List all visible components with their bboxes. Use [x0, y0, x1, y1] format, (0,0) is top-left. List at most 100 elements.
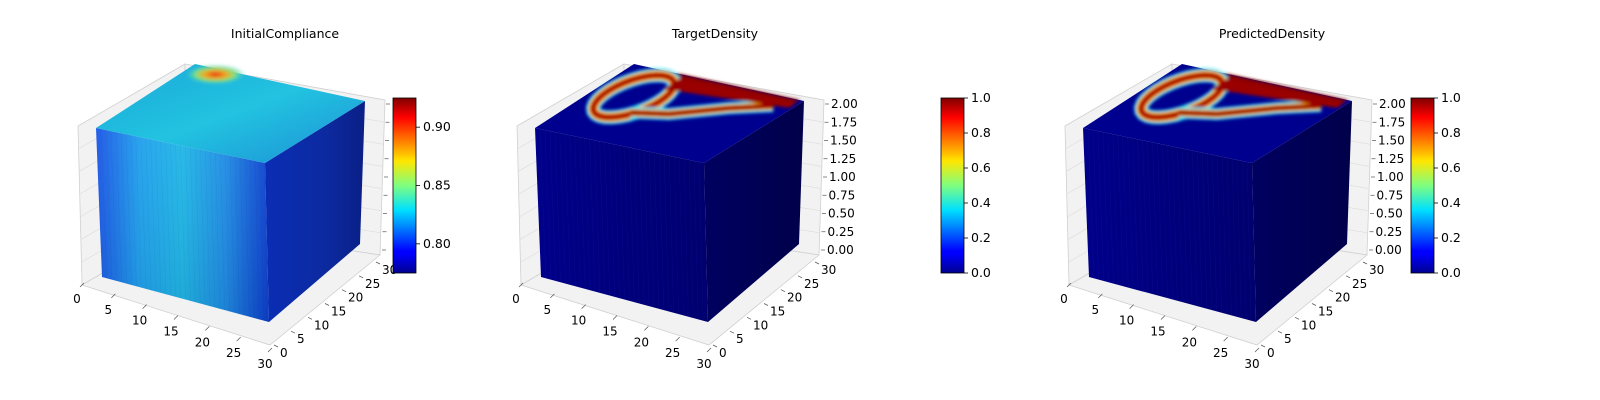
x-tick-mark — [644, 326, 649, 331]
x-tick-mark — [79, 282, 85, 288]
x-tick-mark — [236, 336, 241, 342]
voxel-edge — [1157, 143, 1163, 297]
y-tick-mark — [1294, 317, 1300, 320]
y-tick-label: 5 — [1284, 332, 1292, 346]
y-tick-mark — [780, 289, 786, 292]
x-tick-label: 15 — [602, 325, 617, 339]
voxel-edge — [619, 145, 625, 300]
colorbar: 0.0 0.2 0.4 0.6 0.8 1.0 — [1410, 90, 1461, 280]
x-tick-mark — [612, 315, 618, 320]
colorbar-tick-label: 0.90 — [423, 119, 451, 134]
chart-panel-3: PredictedDensity051015202530051015202530… — [1060, 26, 1461, 371]
z-tick-label: 1.25 — [1378, 152, 1405, 166]
y-tick-mark — [375, 261, 381, 265]
voxel-edge — [554, 132, 561, 283]
hot-spot — [185, 64, 246, 85]
y-tick-mark — [358, 275, 364, 279]
voxel-edge — [564, 134, 571, 285]
x-tick-mark — [173, 315, 179, 320]
voxel-edge — [1147, 141, 1154, 295]
x-tick-mark — [550, 293, 555, 299]
voxel-edge — [604, 142, 611, 296]
y-tick-mark — [797, 275, 803, 279]
x-tick-mark — [1192, 326, 1197, 331]
colorbar-tick-label: 0.85 — [423, 178, 451, 193]
y-tick-mark — [324, 303, 330, 306]
voxel-edge — [609, 143, 615, 297]
y-tick-mark — [729, 330, 735, 334]
voxel-edge — [1226, 157, 1232, 316]
chart-title: TargetDensity — [671, 26, 759, 41]
voxel-cube — [535, 64, 804, 322]
colorbar-tick-label: 0.0 — [1441, 265, 1461, 280]
chart-title: PredictedDensity — [1219, 26, 1326, 41]
y-tick-mark — [1260, 344, 1266, 348]
x-tick-label: 20 — [1182, 335, 1197, 349]
x-tick-mark — [142, 304, 147, 309]
voxel-edge — [693, 160, 699, 320]
x-axis: 0 5 10 15 20 25 30 — [1060, 282, 1260, 371]
voxel-edge — [584, 138, 591, 291]
arm — [630, 103, 774, 117]
y-tick-mark — [1362, 261, 1368, 265]
z-tick-label: 2.00 — [831, 97, 858, 111]
cube-top-face — [96, 64, 365, 163]
y-tick-mark — [814, 261, 820, 265]
cube-side-face — [704, 101, 804, 322]
x-tick-mark — [267, 347, 273, 353]
voxel-edge — [663, 154, 669, 312]
voxel-edge — [579, 137, 586, 289]
x-tick-mark — [111, 293, 116, 299]
voxel-edge — [549, 131, 556, 281]
z-axis — [382, 103, 390, 251]
back-fill — [1211, 78, 1344, 108]
voxel-edge — [1092, 130, 1100, 280]
voxel-edge — [668, 155, 674, 313]
loop-ring — [590, 72, 678, 121]
z-tick-label: 1.50 — [1378, 134, 1405, 148]
arm — [1178, 103, 1322, 117]
voxel-edge — [683, 158, 689, 317]
colorbar-tick-label: 0.8 — [1441, 125, 1461, 140]
back-fill — [663, 78, 796, 108]
y-tick-label: 0 — [280, 346, 288, 360]
x-tick-mark — [1098, 293, 1103, 299]
y-tick-mark — [1328, 289, 1334, 292]
colorbar-tick-label: 0.80 — [423, 236, 451, 251]
voxel-edge — [1221, 156, 1227, 315]
colorbar-tick-label: 0.6 — [1441, 160, 1461, 175]
voxel-edge — [1102, 132, 1109, 283]
x-tick-label: 30 — [257, 357, 272, 371]
x-tick-label: 5 — [544, 303, 552, 317]
colorbar-tick-label: 0.8 — [971, 125, 991, 140]
voxel-edge — [574, 136, 581, 288]
z-tick-label: 2.00 — [1379, 97, 1406, 111]
y-tick-label: 5 — [297, 332, 305, 346]
voxel-edge — [649, 151, 655, 308]
colorbar-gradient — [392, 97, 417, 274]
y-tick-label: 20 — [1335, 291, 1350, 305]
chart-title: InitialCompliance — [231, 26, 339, 41]
y-tick-label: 15 — [331, 305, 346, 319]
voxel-edge — [1231, 158, 1237, 317]
voxel-edge — [678, 157, 684, 316]
voxel-edge — [539, 129, 547, 279]
y-tick-label: 25 — [365, 277, 380, 291]
z-tick-label: 1.75 — [831, 115, 858, 129]
voxel-edge — [624, 146, 630, 301]
voxel-edge — [1177, 147, 1183, 303]
voxel-edge — [688, 159, 694, 319]
x-tick-mark — [518, 282, 524, 288]
x-tick-label: 0 — [512, 292, 520, 306]
z-tick-label: 1.00 — [829, 170, 856, 184]
x-tick-label: 25 — [665, 346, 680, 360]
voxel-edge — [1167, 145, 1173, 300]
y-tick-label: 30 — [821, 263, 836, 277]
voxel-edge — [1197, 151, 1203, 308]
voxel-edge — [1172, 146, 1178, 301]
voxel-edge — [1132, 138, 1139, 291]
x-tick-label: 20 — [195, 335, 210, 349]
x-tick-label: 25 — [226, 346, 241, 360]
x-axis: 0 5 10 15 20 25 30 — [512, 282, 712, 371]
